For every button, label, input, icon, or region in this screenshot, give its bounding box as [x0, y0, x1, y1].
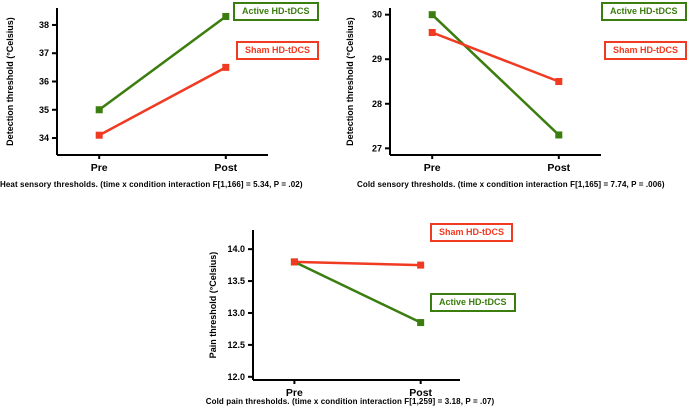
svg-text:Post: Post — [409, 387, 432, 399]
cold-chart: 27 28 29 30 Pre Post Detection threshold (°Cel… — [345, 0, 690, 205]
svg-text:12.0: 12.0 — [227, 372, 245, 382]
svg-text:Pre: Pre — [424, 162, 441, 174]
cold-legend-sham: Sham HD-tDCS — [604, 41, 688, 60]
svg-text:30: 30 — [372, 10, 382, 20]
svg-text:28: 28 — [372, 99, 382, 109]
svg-text:13.0: 13.0 — [227, 308, 245, 318]
svg-text:36: 36 — [39, 77, 49, 87]
svg-text:34: 34 — [39, 133, 49, 143]
svg-text:12.5: 12.5 — [227, 340, 245, 350]
heat-plot: 34 35 36 37 38 Pre Post Detection threshold (°C… — [5, 8, 268, 174]
pain-legend-sham: Sham HD-tDCS — [430, 223, 514, 242]
cold-legend-active: Active HD-tDCS — [601, 2, 687, 21]
svg-text:Post: Post — [547, 162, 570, 174]
svg-text:Detection threshold (°Celsius): Detection threshold (°Celsius) — [345, 17, 355, 146]
svg-text:13.5: 13.5 — [227, 276, 245, 286]
pain-plot: 12.0 12.5 13.0 13.5 14.0 Pre Post Pain threshol… — [208, 230, 460, 399]
legend-label: Active HD-tDCS — [610, 6, 678, 16]
legend-label: Sham HD-tDCS — [245, 45, 311, 55]
legend-label: Sham HD-tDCS — [613, 45, 679, 55]
svg-text:14.0: 14.0 — [227, 244, 245, 254]
svg-text:35: 35 — [39, 105, 49, 115]
svg-text:Pre: Pre — [91, 162, 108, 174]
heat-legend-sham: Sham HD-tDCS — [236, 41, 320, 60]
svg-text:Pain threshold (°Celsius): Pain threshold (°Celsius) — [208, 252, 218, 359]
legend-label: Sham HD-tDCS — [439, 227, 505, 237]
pain-caption: Cold pain thresholds. (time x condition … — [205, 397, 495, 406]
svg-text:Post: Post — [214, 162, 237, 174]
heat-chart: 34 35 36 37 38 Pre Post Detection threshold (°C… — [0, 0, 345, 205]
svg-text:Pre: Pre — [286, 387, 303, 399]
pain-legend-active: Active HD-tDCS — [430, 293, 516, 312]
heat-legend-active: Active HD-tDCS — [233, 2, 319, 21]
legend-label: Active HD-tDCS — [439, 297, 507, 307]
svg-text:Detection threshold (°Celsius): Detection threshold (°Celsius) — [5, 17, 15, 146]
cold-plot: 27 28 29 30 Pre Post Detection threshold (°Cel… — [345, 8, 601, 174]
legend-label: Active HD-tDCS — [242, 6, 310, 16]
pain-chart: 12.0 12.5 13.0 13.5 14.0 Pre Post Pain threshol… — [170, 210, 530, 412]
heat-caption: Heat sensory thresholds. (time x conditi… — [0, 180, 303, 189]
svg-text:27: 27 — [372, 143, 382, 153]
svg-text:37: 37 — [39, 48, 49, 58]
svg-text:29: 29 — [372, 54, 382, 64]
svg-text:38: 38 — [39, 20, 49, 30]
cold-caption: Cold sensory thresholds. (time x conditi… — [357, 180, 665, 189]
